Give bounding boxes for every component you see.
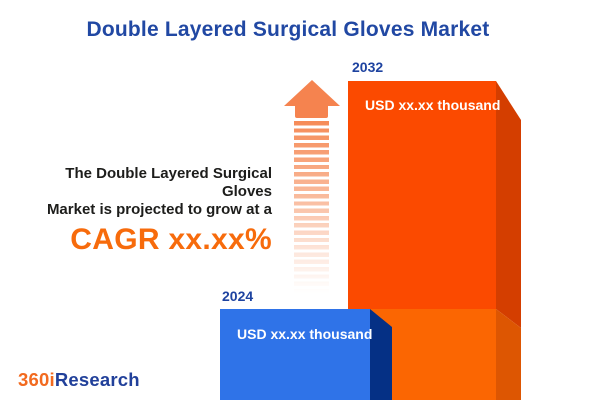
growth-arrow-head-icon xyxy=(284,80,340,106)
brand-logo: 360iResearch xyxy=(18,369,140,391)
bar-year-label-2032: 2032 xyxy=(352,59,384,75)
brand-logo-research: Research xyxy=(54,369,140,390)
cagr-value: CAGR xx.xx% xyxy=(70,223,272,256)
insight-text-block: The Double Layered Surgical Gloves Marke… xyxy=(16,165,272,257)
page-title: Double Layered Surgical Gloves Market xyxy=(86,18,490,41)
bar-2024-side-face xyxy=(370,309,392,400)
bar-2024-value-label: USD xx.xx thousand xyxy=(237,326,373,342)
growth-arrow-stripes xyxy=(294,121,329,293)
brand-logo-360i: 360i xyxy=(18,369,55,390)
bar-year-label-2024: 2024 xyxy=(222,288,254,304)
bar-2032-value-label: USD xx.xx thousand xyxy=(365,97,501,113)
insight-line-2: Market is projected to grow at a xyxy=(46,201,272,218)
growth-arrow-neck xyxy=(295,104,328,118)
bar-2032-side-face-top xyxy=(496,81,521,328)
bar-2024-front-face xyxy=(220,309,370,400)
insight-line-1: The Double Layered Surgical Gloves xyxy=(65,165,272,200)
